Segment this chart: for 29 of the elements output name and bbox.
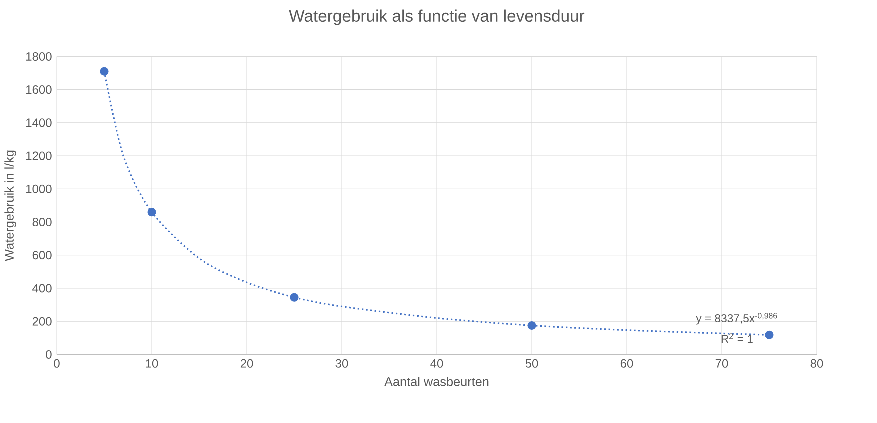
y-tick-label: 200 — [32, 317, 52, 326]
point — [100, 67, 109, 76]
point — [148, 208, 156, 217]
x-tick-label: 20 — [240, 359, 254, 368]
x-tick-label: 30 — [336, 359, 348, 368]
x-axis-title: Aantal wasbeurten — [384, 377, 489, 386]
y-tick-label: 400 — [32, 284, 52, 293]
x-tick-label: 50 — [526, 359, 538, 368]
y-tick-label: 1600 — [26, 86, 52, 94]
annotation: y = 8337,5x$^{-0,986}$ — [696, 313, 778, 325]
point — [765, 330, 774, 340]
chart-title: Watergebruik als functie van levensduur — [289, 10, 585, 26]
x-tick-label: 70 — [716, 359, 728, 368]
annotation: R$^{2}$ = 1 — [722, 334, 753, 343]
point — [290, 293, 299, 302]
x-tick-label: 10 — [146, 359, 158, 368]
y-tick-label: 600 — [32, 251, 52, 260]
x-tick-label: 80 — [810, 359, 824, 368]
point — [528, 321, 536, 330]
y-tick-label: 1000 — [26, 184, 52, 194]
y-tick-label: 0 — [46, 350, 52, 359]
y-tick-label: 1400 — [26, 118, 52, 128]
y-axis-title: Watergebruik in l/kg — [4, 150, 16, 262]
x-tick-label: 40 — [430, 359, 444, 368]
y-tick-label: 800 — [32, 218, 52, 227]
y-tick-label: 1800 — [26, 52, 52, 61]
y-tick-label: 1200 — [26, 152, 52, 160]
x-tick-label: 60 — [620, 359, 634, 368]
x-tick-label: 0 — [54, 359, 60, 368]
